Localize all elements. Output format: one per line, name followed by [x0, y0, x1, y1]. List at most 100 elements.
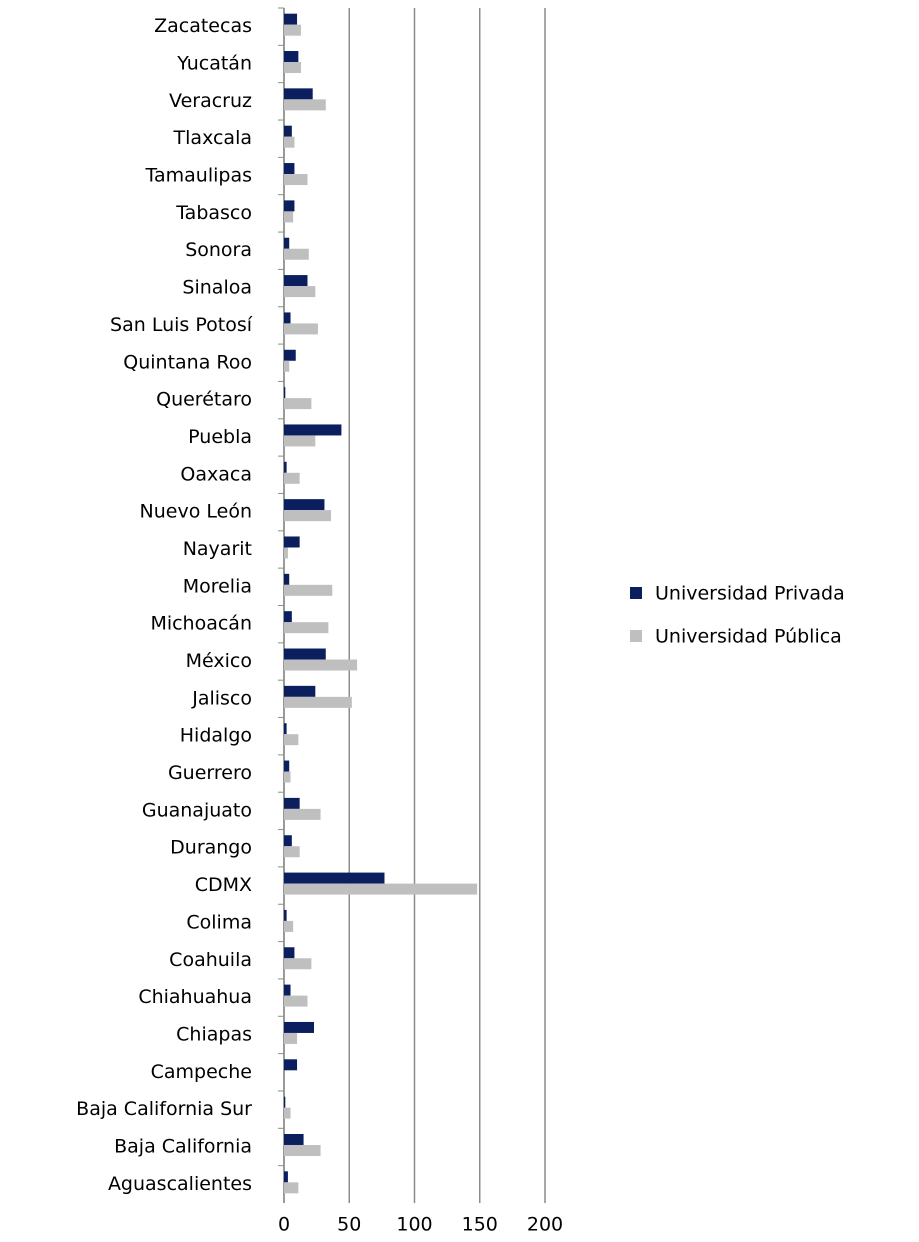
bar [284, 685, 316, 697]
bar [284, 398, 312, 410]
bar [284, 174, 308, 186]
bar [284, 872, 385, 884]
y-tick-label: Guerrero [168, 762, 252, 784]
bar [284, 200, 295, 212]
x-tick-label: 150 [462, 1214, 498, 1236]
y-tick-label: Yucatán [176, 53, 252, 75]
y-tick-label: CDMX [195, 874, 252, 896]
bar [284, 1021, 315, 1033]
y-tick-label: Sonora [185, 239, 252, 261]
bar [284, 510, 331, 522]
bar [284, 286, 316, 298]
bar [284, 573, 290, 585]
x-tick-label: 100 [396, 1214, 432, 1236]
bar [284, 211, 294, 223]
y-tick-label: Nuevo León [140, 501, 252, 523]
y-tick-label: Morelia [183, 575, 252, 597]
x-tick-label: 50 [337, 1214, 361, 1236]
bar [284, 659, 358, 671]
y-tick-label: Tamaulipas [145, 165, 252, 187]
y-tick-label: Campeche [151, 1061, 252, 1083]
bar [284, 461, 287, 473]
bar [284, 349, 296, 361]
bar [284, 547, 288, 559]
y-tick-label: San Luis Potosí [110, 314, 253, 336]
bar [284, 584, 333, 596]
bar [284, 536, 300, 548]
bar [284, 1107, 291, 1119]
bar [284, 920, 294, 932]
bar [284, 808, 321, 820]
y-tick-label: Baja California [114, 1135, 252, 1157]
y-tick-label: Coahuila [169, 949, 252, 971]
bar [284, 771, 291, 783]
bar [284, 1133, 304, 1145]
y-tick-label: Durango [170, 837, 252, 859]
y-tick-label: México [186, 650, 252, 672]
y-tick-label: Querétaro [156, 389, 252, 411]
y-tick-label: Zacatecas [154, 15, 252, 37]
bar [284, 696, 352, 708]
y-tick-label: Chiahuahua [138, 986, 252, 1008]
bar [284, 1171, 288, 1183]
x-tick-label: 200 [527, 1214, 563, 1236]
bar [284, 163, 295, 175]
bar [284, 387, 286, 399]
y-tick-label: Michoacán [150, 613, 252, 635]
legend-swatch [630, 630, 642, 642]
bar [284, 984, 291, 996]
x-tick-label: 0 [278, 1214, 290, 1236]
bar [284, 760, 290, 772]
y-tick-label: Puebla [188, 426, 252, 448]
bar [284, 24, 301, 36]
bar [284, 622, 329, 634]
bar [284, 275, 308, 287]
bar [284, 99, 326, 111]
y-tick-label: Hidalgo [180, 725, 252, 747]
y-tick-label: Baja California Sur [76, 1098, 252, 1120]
bar [284, 237, 290, 249]
bar [284, 248, 309, 260]
bar [284, 1182, 299, 1194]
bar [284, 797, 300, 809]
legend-label: Universidad Privada [655, 583, 845, 605]
y-tick-label: Chiapas [176, 1023, 252, 1045]
bar [284, 909, 287, 921]
legend-swatch [630, 587, 642, 599]
bar [284, 51, 299, 63]
bar [284, 723, 287, 735]
y-tick-label: Nayarit [183, 538, 252, 560]
bar [284, 125, 292, 137]
bar [284, 435, 316, 447]
bar [284, 648, 326, 660]
bar [284, 1059, 298, 1071]
y-tick-label: Colima [186, 911, 252, 933]
bar [284, 947, 295, 959]
y-tick-label: Veracruz [169, 90, 252, 112]
bar [284, 1096, 286, 1108]
bar [284, 472, 300, 484]
bar [284, 835, 292, 847]
bar [284, 424, 342, 436]
legend-label: Universidad Pública [655, 626, 842, 648]
y-tick-label: Tabasco [175, 202, 252, 224]
bar [284, 1144, 321, 1156]
bar [284, 499, 325, 511]
bar [284, 88, 313, 100]
bar [284, 1032, 298, 1044]
y-tick-label: Aguascalientes [108, 1173, 252, 1195]
bar [284, 611, 292, 623]
bar [284, 995, 308, 1007]
y-tick-label: Sinaloa [182, 277, 252, 299]
bar [284, 136, 295, 148]
y-tick-label: Guanajuato [142, 799, 252, 821]
bar [284, 958, 312, 970]
bar [284, 62, 301, 74]
bar [284, 323, 318, 335]
y-tick-label: Quintana Roo [123, 351, 252, 373]
y-tick-label: Tlaxcala [173, 127, 252, 149]
y-tick-label: Oaxaca [180, 463, 252, 485]
bar [284, 13, 298, 25]
bar [284, 312, 291, 324]
